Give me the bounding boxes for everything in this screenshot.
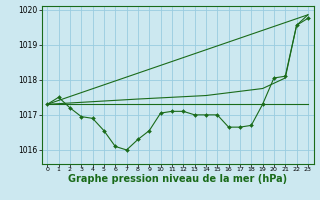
X-axis label: Graphe pression niveau de la mer (hPa): Graphe pression niveau de la mer (hPa) <box>68 174 287 184</box>
